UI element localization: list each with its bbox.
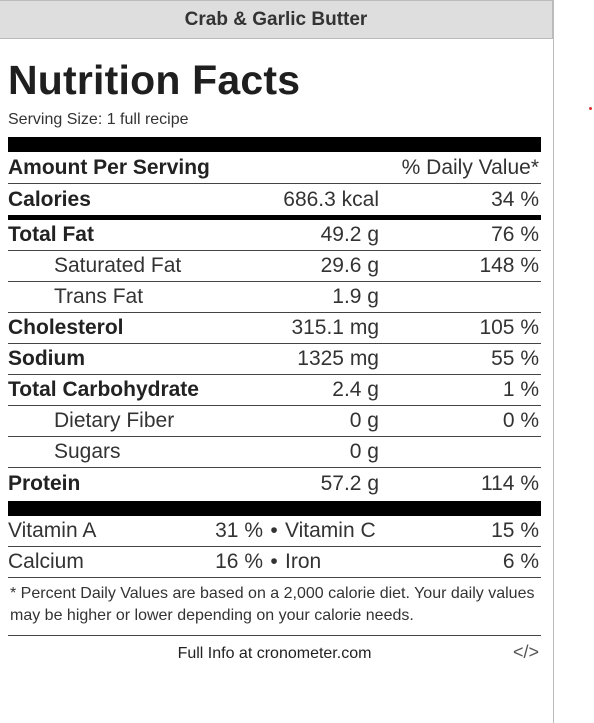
nutrient-name: Dietary Fiber [54,409,175,432]
nutrient-row-cholesterol: Cholesterol 315.1 mg 105 % [8,313,541,344]
calories-label: Calories [8,187,91,211]
nutrient-name: Protein [8,471,81,495]
cronometer-link[interactable]: Full Info at cronometer.com [177,645,372,662]
nutrient-row-total-carbohydrate: Total Carbohydrate 2.4 g 1 % [8,375,541,406]
bullet-separator: • [270,519,278,542]
nutrient-row-trans-fat: Trans Fat 1.9 g [8,282,541,313]
calories-row: Calories 686.3 kcal 34 % [8,184,541,215]
serving-size: Serving Size: 1 full recipe [8,111,189,128]
nutrient-dv: 105 % [479,316,539,339]
nutrient-amount: 1325 mg [297,347,379,370]
nutrient-row-total-fat: Total Fat 49.2 g 76 % [8,220,541,251]
vitamin-c-label: Vitamin C [285,519,376,542]
nutrient-row-dietary-fiber: Dietary Fiber 0 g 0 % [8,406,541,437]
nutrient-row-sodium: Sodium 1325 mg 55 % [8,344,541,375]
nutrient-row-saturated-fat: Saturated Fat 29.6 g 148 % [8,251,541,282]
nutrient-row-protein: Protein 57.2 g 114 % [8,468,541,499]
label-footer: Full Info at cronometer.com </> [8,636,541,672]
nutrient-amount: 315.1 mg [291,316,379,339]
nutrient-name: Cholesterol [8,316,124,339]
nutrient-dv: 1 % [502,378,539,401]
nutrient-amount: 29.6 g [320,254,379,277]
calcium-value: 16 % [215,550,263,573]
nutrient-amount: 0 g [349,440,379,463]
nutrient-name: Total Carbohydrate [8,378,199,401]
nutrient-name: Trans Fat [54,285,144,308]
bullet-separator: • [270,550,278,573]
mineral-row: Calcium 16 % • Iron 6 % [8,547,541,578]
amount-header-row: Amount Per Serving % Daily Value* [8,152,541,184]
nutrient-row-sugars: Sugars 0 g [8,437,541,468]
nutrient-amount: 0 g [349,409,379,432]
nutrient-dv: 0 % [502,409,539,432]
recipe-title: Crab & Garlic Butter [0,0,553,39]
vitamin-c-value: 15 % [491,519,539,542]
calcium-label: Calcium [8,550,84,573]
nutrition-panel: Crab & Garlic Butter Nutrition Facts Ser… [0,0,554,723]
nutrient-amount: 49.2 g [320,223,379,246]
nutrient-dv: 148 % [479,254,539,277]
vitamin-a-label: Vitamin A [8,519,97,542]
label-title: Nutrition Facts [8,57,301,103]
embed-code-icon[interactable]: </> [512,642,539,662]
nutrient-name: Total Fat [8,223,94,246]
medium-divider [8,215,541,220]
nutrient-dv: 114 % [481,471,539,495]
nutrient-dv: 55 % [491,347,539,370]
iron-label: Iron [285,550,322,573]
nutrient-amount: 1.9 g [332,285,379,308]
nutrient-name: Sugars [54,440,121,463]
nutrient-amount: 57.2 g [320,471,379,495]
thick-divider [8,501,541,516]
vitamin-row: Vitamin A 31 % • Vitamin C 15 % [8,516,541,547]
daily-value-footnote: * Percent Daily Values are based on a 2,… [8,578,541,636]
iron-value: 6 % [502,550,539,573]
nutrient-name: Saturated Fat [54,254,182,277]
vitamin-a-value: 31 % [215,519,263,542]
nutrition-label: Nutrition Facts Serving Size: 1 full rec… [8,39,541,672]
nutrient-amount: 2.4 g [332,378,379,401]
calories-amount: 686.3 kcal [283,187,379,211]
thick-divider [8,137,541,152]
red-dot-marker [589,107,592,110]
daily-value-header: % Daily Value* [401,155,539,179]
calories-dv: 34 % [491,187,539,211]
nutrient-dv: 76 % [491,223,539,246]
nutrient-name: Sodium [8,347,85,370]
amount-header: Amount Per Serving [8,155,210,179]
